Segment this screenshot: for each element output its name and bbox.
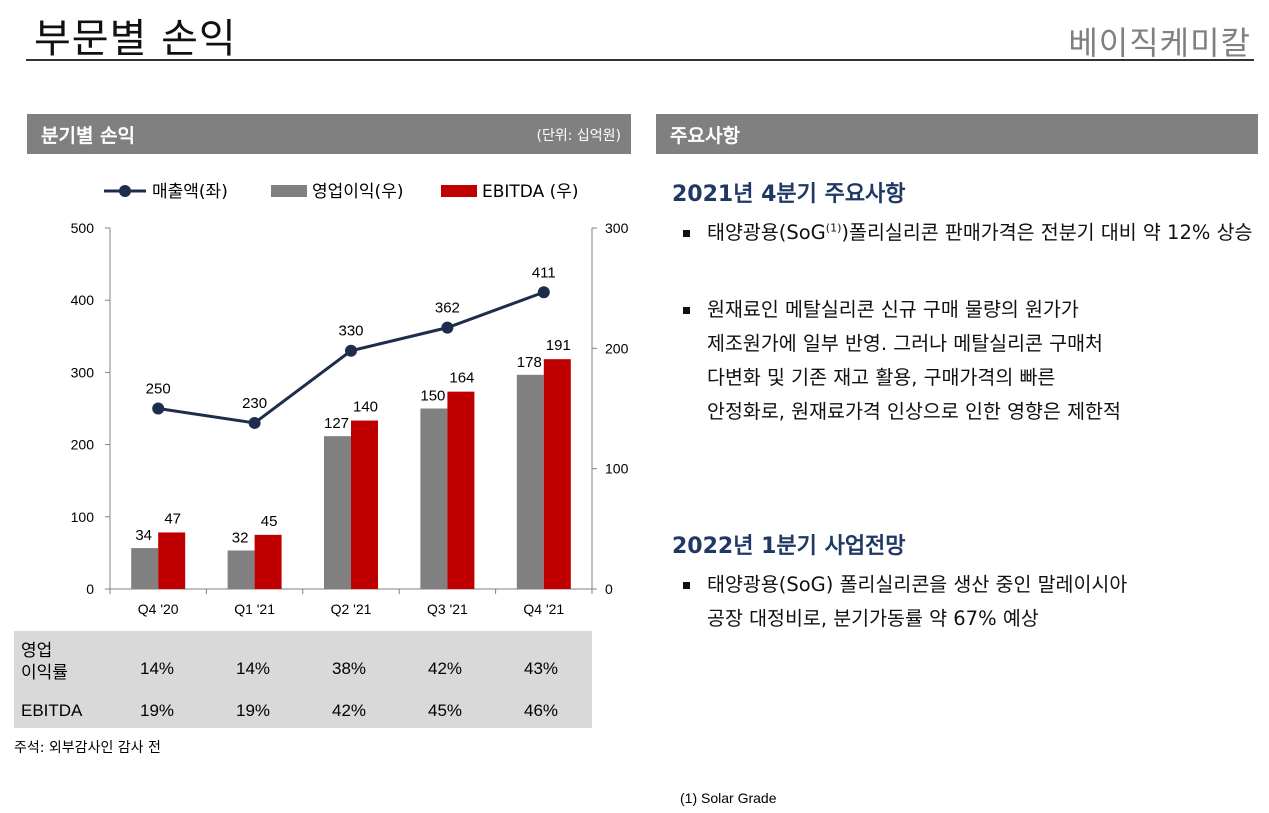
- left-tick-label: 0: [86, 581, 94, 597]
- left-section-title: 분기별 손익: [41, 125, 136, 147]
- chart-bars: [131, 359, 571, 589]
- operating-profit-bar: [420, 408, 448, 589]
- bullet-square-icon: [683, 307, 690, 314]
- chart-legend: 매출액(좌) 영업이익(우) EBITDA (우): [104, 182, 579, 202]
- solar-grade-footnote: (1) Solar Grade: [680, 790, 777, 806]
- left-section-header: 분기별 손익 (단위: 십억원): [27, 114, 631, 154]
- legend-operating-swatch: [271, 185, 307, 197]
- bullet-square-icon: [683, 230, 690, 237]
- right-section-title: 주요사항: [670, 125, 740, 147]
- ebitda-bar: [351, 420, 378, 589]
- legend-ebitda-label: EBITDA (우): [482, 182, 579, 202]
- revenue-label: 250: [146, 381, 171, 398]
- audit-footnote: 주석: 외부감사인 감사 전: [14, 740, 161, 756]
- table-cell: 19%: [235, 701, 271, 720]
- bullet-text: 태양광용(SoG) 폴리실리콘을 생산 중인 말레이시아 공장 대정비로, 분기…: [707, 573, 1128, 630]
- revenue-label: 330: [338, 323, 363, 340]
- revenue-point: [537, 286, 550, 299]
- table-cell: 14%: [235, 659, 271, 678]
- ebitda-label: 140: [353, 399, 378, 416]
- table-cell: 19%: [139, 701, 175, 720]
- company-name: 베이직케미칼: [1068, 24, 1251, 62]
- revenue-label: 230: [242, 395, 267, 412]
- ebitda-bar: [254, 534, 282, 589]
- bullet-text: 태양광용(SoG(1))폴리실리콘 판매가격은 전분기 대비 약 12% 상승: [707, 221, 1253, 244]
- left-tick-label: 200: [71, 437, 95, 453]
- revenue-label: 411: [532, 264, 556, 281]
- table-cell: 46%: [523, 701, 559, 720]
- bullet-text: 원재료인 메탈실리콘 신규 구매 물량의 원가가 제조원가에 일부 반영. 그러…: [707, 298, 1121, 423]
- legend-ebitda-swatch: [441, 185, 477, 197]
- ebitda-label: 47: [164, 510, 181, 527]
- right-tick-label: 0: [605, 581, 613, 597]
- row-label: 영업 이익률: [21, 641, 68, 683]
- left-tick-label: 300: [71, 364, 95, 380]
- revenue-point: [441, 321, 454, 334]
- operating-profit-label: 178: [517, 354, 542, 371]
- ebitda-bar: [447, 391, 475, 589]
- legend-revenue-marker: [119, 185, 131, 197]
- ebitda-bar: [158, 532, 186, 589]
- table-cell: 42%: [427, 659, 463, 678]
- margin-table: 영업 이익률 14% 14% 38% 42% 43% EBITDA 19% 19…: [14, 631, 592, 728]
- operating-profit-label: 34: [135, 527, 152, 544]
- right-section-header: 주요사항: [656, 114, 1258, 154]
- left-tick-label: 400: [71, 292, 95, 308]
- q4-highlights-heading: 2021년 4분기 주요사항: [672, 182, 906, 207]
- chart-line: [152, 286, 550, 429]
- table-cell: 42%: [331, 701, 367, 720]
- row-label: EBITDA: [21, 701, 83, 720]
- revenue-line: [157, 290, 545, 425]
- right-tick-label: 300: [605, 220, 629, 236]
- bullet-item: 태양광용(SoG) 폴리실리콘을 생산 중인 말레이시아 공장 대정비로, 분기…: [683, 568, 1258, 636]
- x-tick-label: Q1 '21: [234, 601, 275, 617]
- operating-profit-bar: [516, 374, 544, 589]
- left-tick-label: 100: [71, 509, 95, 525]
- q1-outlook-heading: 2022년 1분기 사업전망: [672, 534, 906, 559]
- unit-label: (단위: 십억원): [536, 128, 622, 144]
- table-row-ebitda-margin: EBITDA 19% 19% 42% 45% 46%: [14, 699, 592, 723]
- x-tick-label: Q3 '21: [427, 601, 468, 617]
- quarterly-pl-chart: 매출액(좌) 영업이익(우) EBITDA (우) 0 100 200 300 400 500…: [71, 182, 629, 617]
- x-tick-label: Q4 '21: [523, 601, 564, 617]
- operating-profit-bar: [324, 436, 351, 589]
- revenue-point: [248, 416, 261, 429]
- table-row-operating-margin: 영업 이익률 14% 14% 38% 42% 43%: [14, 637, 592, 687]
- operating-profit-label: 127: [324, 415, 349, 432]
- page-title: 부문별 손익: [34, 16, 237, 62]
- revenue-point: [152, 402, 165, 415]
- table-cell: 45%: [427, 701, 463, 720]
- revenue-label: 362: [435, 300, 460, 317]
- right-tick-label: 100: [605, 461, 629, 477]
- ebitda-bar: [543, 359, 571, 589]
- title-rule: [26, 59, 1254, 61]
- left-tick-label: 500: [71, 220, 95, 236]
- legend-revenue-label: 매출액(좌): [152, 182, 228, 202]
- legend-operating-label: 영업이익(우): [312, 182, 403, 202]
- x-tick-label: Q2 '21: [331, 601, 372, 617]
- table-cell: 38%: [331, 659, 367, 678]
- revenue-point: [345, 344, 357, 357]
- table-cell: 14%: [139, 659, 175, 678]
- right-tick-label: 200: [605, 340, 629, 356]
- chart-axes: 0 100 200 300 400 500 0 100 200 300 Q4 '20 Q1 '21 Q2…: [71, 220, 629, 617]
- bullet-item: 원재료인 메탈실리콘 신규 구매 물량의 원가가 제조원가에 일부 반영. 그러…: [683, 293, 1258, 429]
- bullet-item: 태양광용(SoG(1))폴리실리콘 판매가격은 전분기 대비 약 12% 상승: [683, 216, 1258, 250]
- operating-profit-label: 150: [420, 388, 445, 405]
- operating-profit-bar: [131, 548, 159, 589]
- operating-profit-bar: [227, 550, 255, 589]
- ebitda-label: 164: [449, 370, 474, 387]
- x-tick-label: Q4 '20: [138, 601, 179, 617]
- operating-profit-label: 32: [232, 529, 249, 546]
- table-cell: 43%: [523, 659, 559, 678]
- ebitda-label: 191: [546, 337, 571, 354]
- bullet-square-icon: [683, 582, 690, 589]
- ebitda-label: 45: [261, 513, 278, 530]
